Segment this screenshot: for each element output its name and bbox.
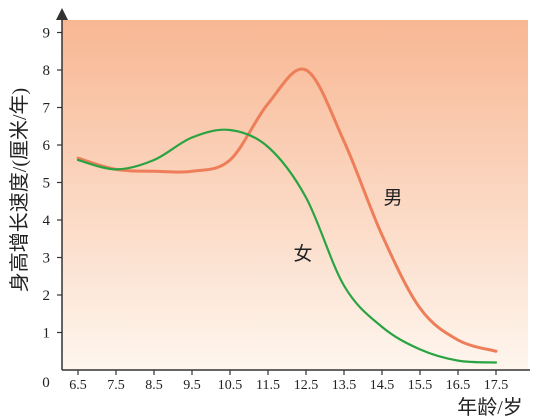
female-data-point bbox=[115, 168, 117, 171]
female-data-point bbox=[305, 196, 307, 199]
female-data-point bbox=[229, 129, 231, 131]
female-data-point bbox=[267, 145, 269, 148]
male-data-point bbox=[77, 157, 79, 160]
y-axis-title: 身高增长速度/(厘米/年) bbox=[8, 88, 31, 292]
male-data-point bbox=[495, 350, 497, 353]
x-tick-label: 14.5 bbox=[370, 378, 395, 393]
y-tick-label: 9 bbox=[43, 26, 51, 42]
y-tick-label: 2 bbox=[43, 288, 51, 304]
x-tick-label: 7.5 bbox=[107, 378, 125, 393]
male-data-point bbox=[153, 170, 155, 173]
x-tick-label: 12.5 bbox=[294, 378, 319, 393]
female-data-point bbox=[457, 359, 459, 362]
series-label-male: 男 bbox=[383, 188, 402, 209]
x-tick-label: 11.5 bbox=[256, 378, 280, 393]
y-tick-label: 3 bbox=[43, 251, 51, 267]
x-tick-label: 8.5 bbox=[145, 378, 163, 393]
female-data-point bbox=[495, 361, 497, 364]
male-data-point bbox=[267, 102, 269, 105]
female-data-point bbox=[343, 284, 345, 287]
male-data-point bbox=[419, 307, 421, 310]
x-tick-label: 13.5 bbox=[332, 378, 357, 393]
female-data-point bbox=[419, 348, 421, 351]
y-axis-ticks: 1 2 3 4 5 6 7 8 9 bbox=[43, 26, 62, 342]
series-label-female: 女 bbox=[293, 243, 312, 265]
origin-label: 0 bbox=[42, 375, 50, 391]
y-tick-label: 7 bbox=[43, 101, 51, 117]
x-axis-title: 年龄/岁 bbox=[457, 396, 523, 419]
series-line-female bbox=[76, 128, 498, 364]
x-tick-label: 16.5 bbox=[446, 378, 471, 393]
x-tick-label: 6.5 bbox=[69, 378, 87, 393]
male-data-point bbox=[381, 234, 383, 236]
x-axis-ticks: 6.5 7.5 8.5 9.5 10.5 11.5 12.5 13.5 14.5 15.5 16.5… bbox=[69, 370, 508, 393]
series-layer bbox=[76, 67, 498, 364]
female-data-point bbox=[191, 136, 193, 139]
male-data-point bbox=[229, 159, 231, 161]
female-data-point bbox=[153, 159, 155, 161]
male-data-point bbox=[343, 140, 345, 143]
y-tick-label: 4 bbox=[43, 213, 51, 229]
y-tick-label: 6 bbox=[43, 138, 51, 154]
x-tick-label: 17.5 bbox=[484, 378, 509, 393]
x-tick-label: 15.5 bbox=[408, 378, 433, 393]
male-data-point bbox=[457, 339, 459, 341]
female-data-point bbox=[381, 325, 383, 328]
plot-background bbox=[62, 20, 528, 370]
female-data-point bbox=[77, 159, 79, 161]
male-data-point bbox=[305, 69, 307, 71]
y-tick-label: 8 bbox=[43, 63, 51, 79]
y-tick-label: 1 bbox=[43, 326, 51, 342]
x-tick-label: 9.5 bbox=[183, 378, 201, 393]
male-data-point bbox=[191, 170, 193, 173]
x-tick-label: 10.5 bbox=[218, 378, 243, 393]
y-tick-label: 5 bbox=[43, 176, 51, 192]
